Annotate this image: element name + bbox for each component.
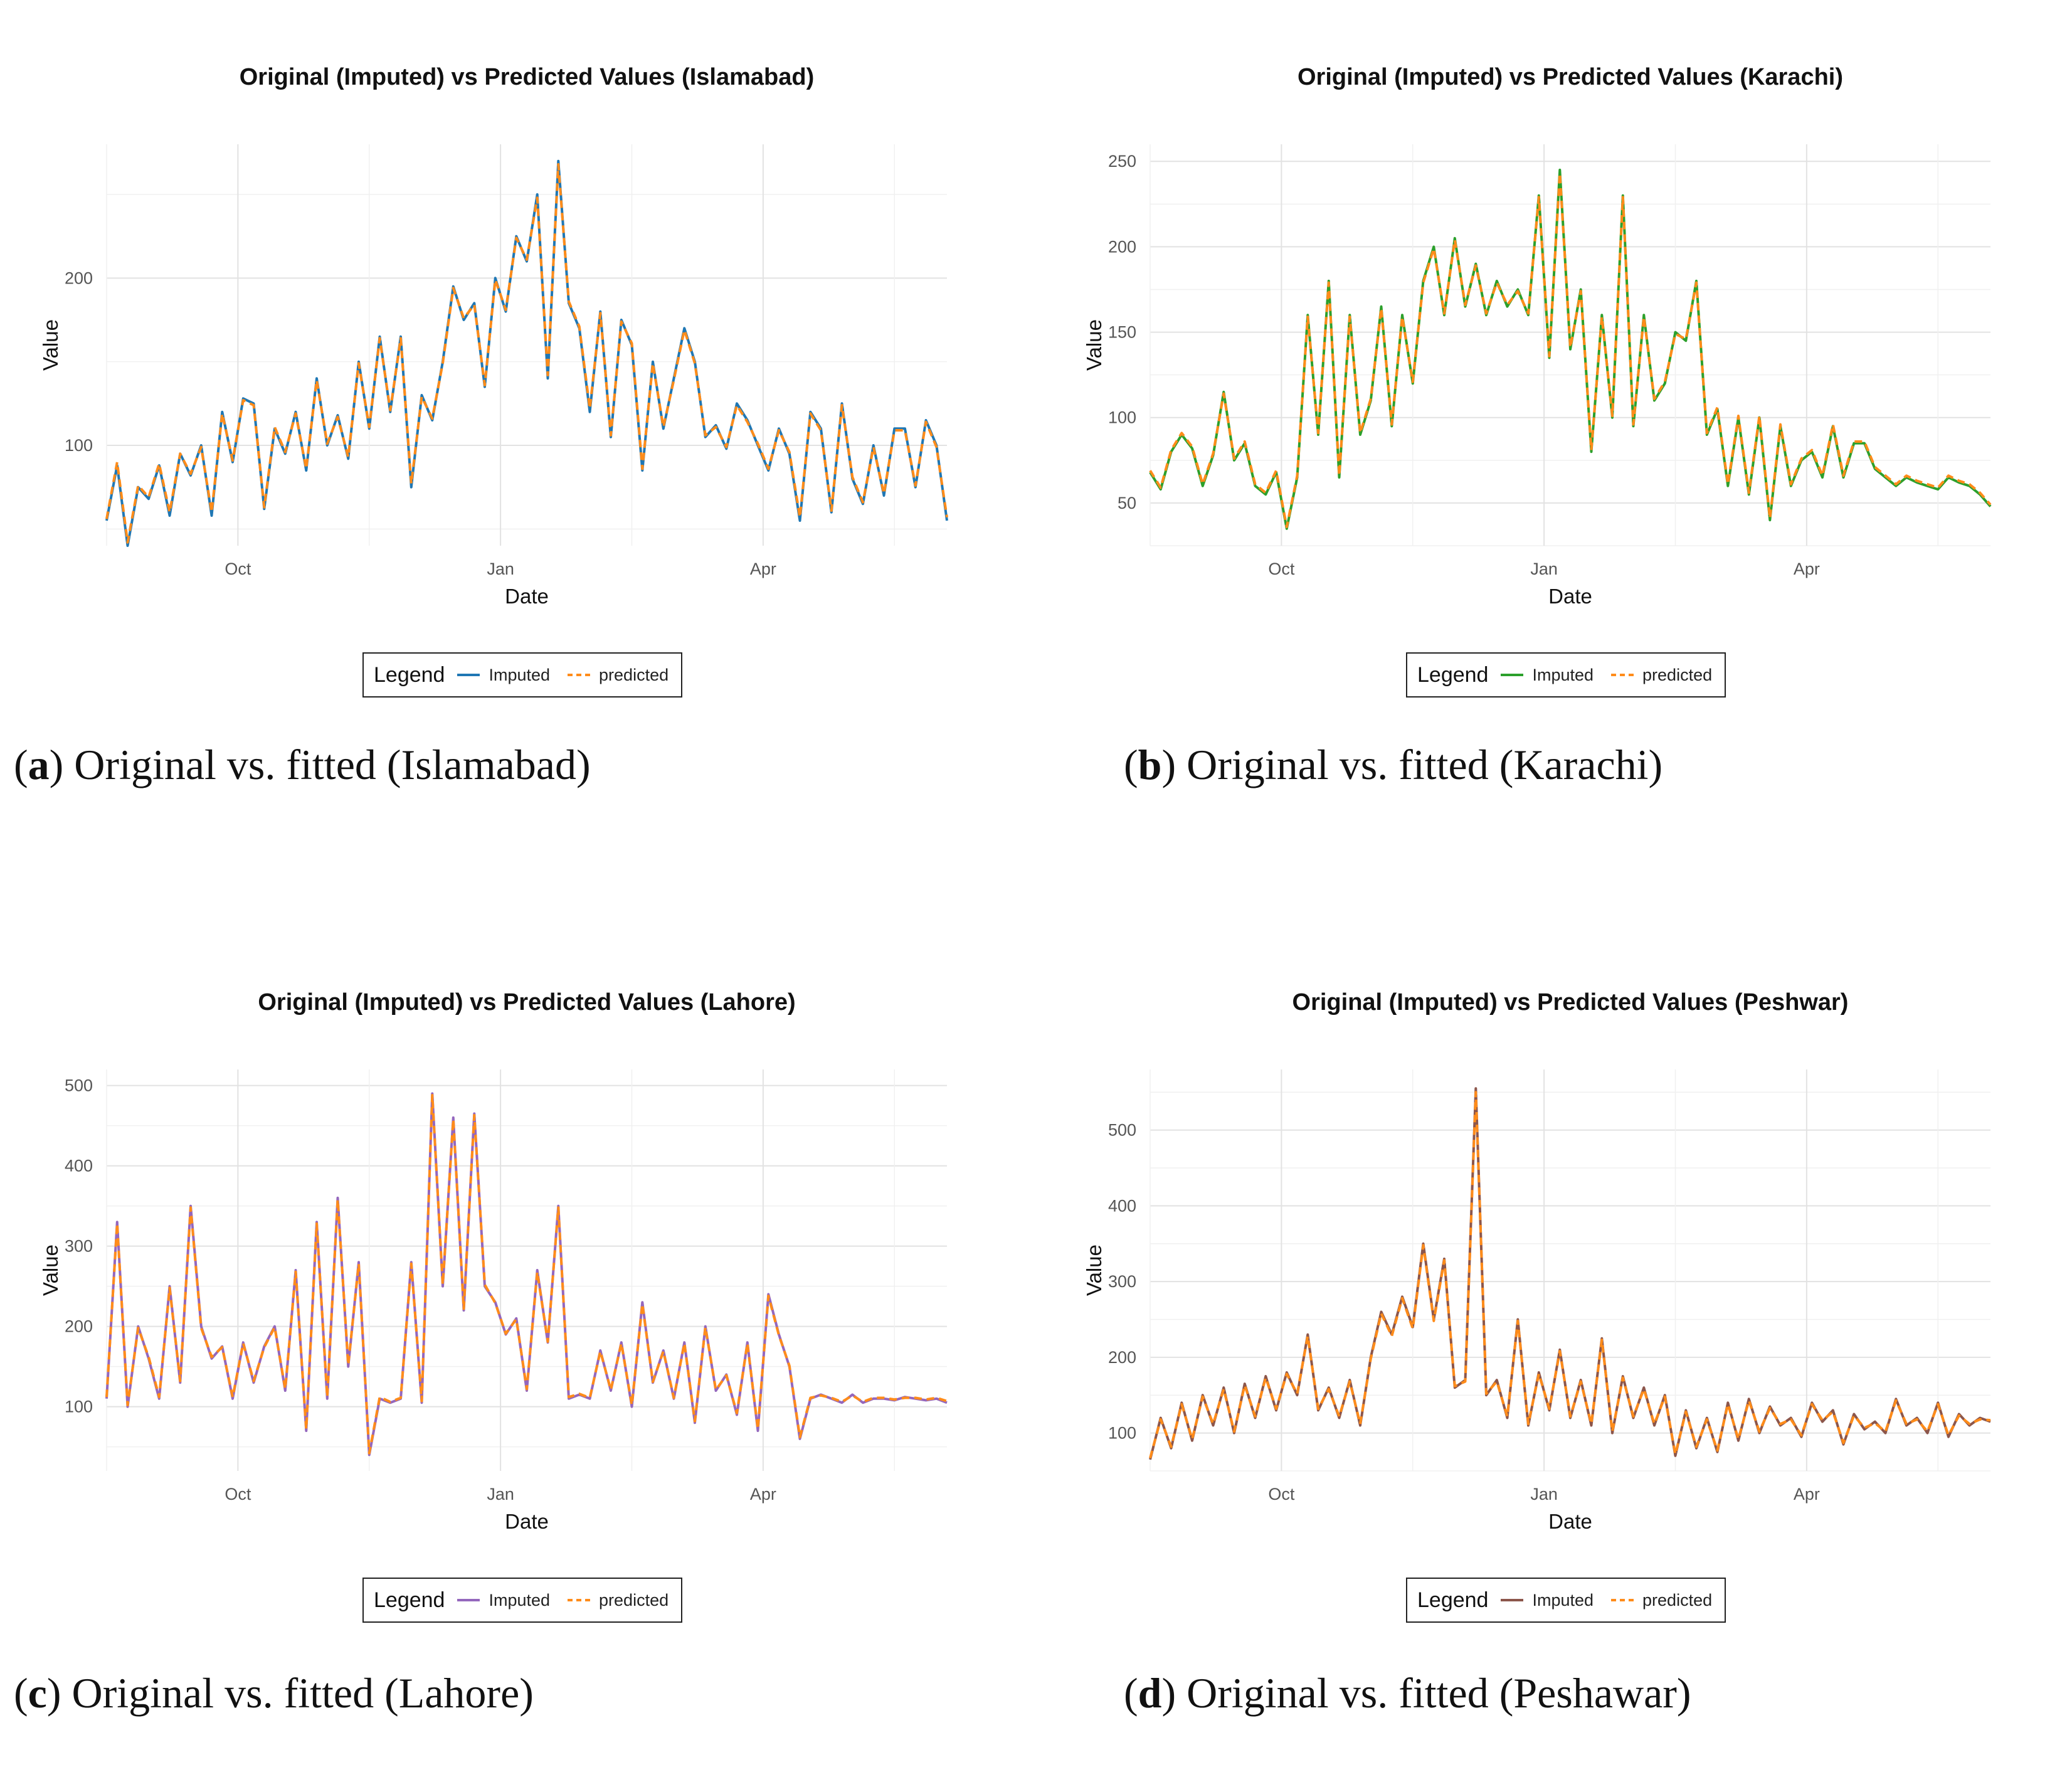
x-tick-label: Apr: [1794, 1485, 1820, 1504]
chart-title: Original (Imputed) vs Predicted Values (…: [258, 989, 795, 1016]
y-tick-label: 150: [1108, 323, 1136, 342]
x-tick-label: Oct: [225, 560, 251, 578]
legend: Legend Imputed predicted: [1406, 652, 1726, 698]
legend: Legend Imputed predicted: [362, 652, 683, 698]
x-axis-title: Date: [1548, 1510, 1592, 1533]
legend-key-predicted: [568, 1599, 591, 1601]
legend-title: Legend: [1417, 662, 1489, 687]
x-tick-label: Apr: [750, 560, 776, 578]
x-tick-label: Jan: [487, 1485, 514, 1504]
series-line-predicted: [105, 163, 948, 544]
y-axis-title: Value: [39, 1244, 62, 1296]
y-tick-label: 300: [1108, 1272, 1136, 1291]
legend: Legend Imputed predicted: [1406, 1578, 1726, 1623]
y-tick-label: 300: [65, 1237, 93, 1256]
legend-label-predicted: predicted: [599, 665, 669, 684]
legend-label-predicted: predicted: [1642, 1590, 1713, 1610]
legend-title: Legend: [374, 1588, 445, 1612]
legend-key-imputed: [457, 674, 480, 676]
legend-label-imputed: Imputed: [489, 1590, 551, 1610]
y-axis-title: Value: [39, 319, 62, 371]
y-tick-label: 200: [1108, 1348, 1136, 1367]
caption-c: (c) Original vs. fitted (Lahore): [14, 1669, 534, 1717]
caption-d: (d) Original vs. fitted (Peshawar): [1124, 1669, 1691, 1717]
chart-title: Original (Imputed) vs Predicted Values (…: [1298, 64, 1843, 90]
y-tick-label: 100: [65, 436, 93, 455]
series-line-imputed: [1149, 168, 1992, 530]
legend-label-imputed: Imputed: [489, 665, 551, 684]
series-line-imputed: [105, 159, 948, 547]
series-line-predicted: [1149, 1091, 1991, 1459]
x-tick-label: Oct: [1268, 560, 1295, 578]
y-axis-title: Value: [1082, 1244, 1106, 1296]
x-tick-label: Apr: [1794, 560, 1820, 578]
y-axis-title: Value: [1082, 319, 1106, 371]
y-tick-label: 100: [1108, 1424, 1136, 1443]
series-line-imputed: [1149, 1087, 1991, 1460]
legend-key-imputed: [1501, 674, 1524, 676]
x-tick-label: Apr: [750, 1485, 776, 1504]
y-tick-label: 400: [1108, 1196, 1136, 1215]
chart-svg: Original (Imputed) vs Predicted Values (…: [39, 64, 948, 608]
series-line-predicted: [1149, 172, 1992, 528]
caption-b: (b) Original vs. fitted (Karachi): [1124, 741, 1663, 788]
legend-key-predicted: [568, 674, 591, 676]
legend-title: Legend: [374, 662, 445, 687]
y-tick-label: 200: [65, 268, 93, 287]
chart-panel-karachi: Original (Imputed) vs Predicted Values (…: [1044, 0, 2072, 847]
y-tick-label: 250: [1108, 152, 1136, 171]
y-tick-label: 500: [1108, 1121, 1136, 1140]
legend-key-predicted: [1611, 674, 1634, 676]
legend-label-imputed: Imputed: [1532, 665, 1594, 684]
y-tick-label: 500: [65, 1076, 93, 1095]
y-tick-label: 200: [1108, 237, 1136, 256]
y-tick-label: 400: [65, 1157, 93, 1175]
legend-label-predicted: predicted: [1642, 665, 1713, 684]
x-axis-title: Date: [1548, 585, 1592, 608]
chart-svg: Original (Imputed) vs Predicted Values (…: [1082, 989, 1991, 1533]
x-axis-title: Date: [505, 1510, 549, 1533]
series-line-predicted: [105, 1094, 948, 1455]
x-tick-label: Oct: [225, 1485, 251, 1504]
chart-panel-lahore: Original (Imputed) vs Predicted Values (…: [0, 925, 1028, 1772]
chart-svg: Original (Imputed) vs Predicted Values (…: [1082, 64, 1992, 608]
legend-key-predicted: [1611, 1599, 1634, 1601]
legend-key-imputed: [457, 1599, 480, 1601]
y-tick-label: 100: [1108, 408, 1136, 427]
chart-svg: Original (Imputed) vs Predicted Values (…: [39, 989, 948, 1533]
series-line-imputed: [105, 1092, 948, 1456]
legend-key-imputed: [1501, 1599, 1524, 1601]
legend-label-predicted: predicted: [599, 1590, 669, 1610]
chart-title: Original (Imputed) vs Predicted Values (…: [1292, 989, 1849, 1016]
x-axis-title: Date: [505, 585, 549, 608]
caption-a: (a) Original vs. fitted (Islamabad): [14, 741, 591, 788]
chart-title: Original (Imputed) vs Predicted Values (…: [240, 64, 814, 90]
x-tick-label: Oct: [1268, 1485, 1295, 1504]
chart-panel-peshawar: Original (Imputed) vs Predicted Values (…: [1044, 925, 2072, 1772]
y-tick-label: 100: [65, 1398, 93, 1416]
x-tick-label: Jan: [1530, 560, 1558, 578]
x-tick-label: Jan: [1530, 1485, 1558, 1504]
x-tick-label: Jan: [487, 560, 514, 578]
legend: Legend Imputed predicted: [362, 1578, 683, 1623]
chart-panel-islamabad: Original (Imputed) vs Predicted Values (…: [0, 0, 1028, 847]
legend-label-imputed: Imputed: [1532, 1590, 1594, 1610]
legend-title: Legend: [1417, 1588, 1489, 1612]
y-tick-label: 200: [65, 1317, 93, 1336]
y-tick-label: 50: [1118, 494, 1136, 512]
